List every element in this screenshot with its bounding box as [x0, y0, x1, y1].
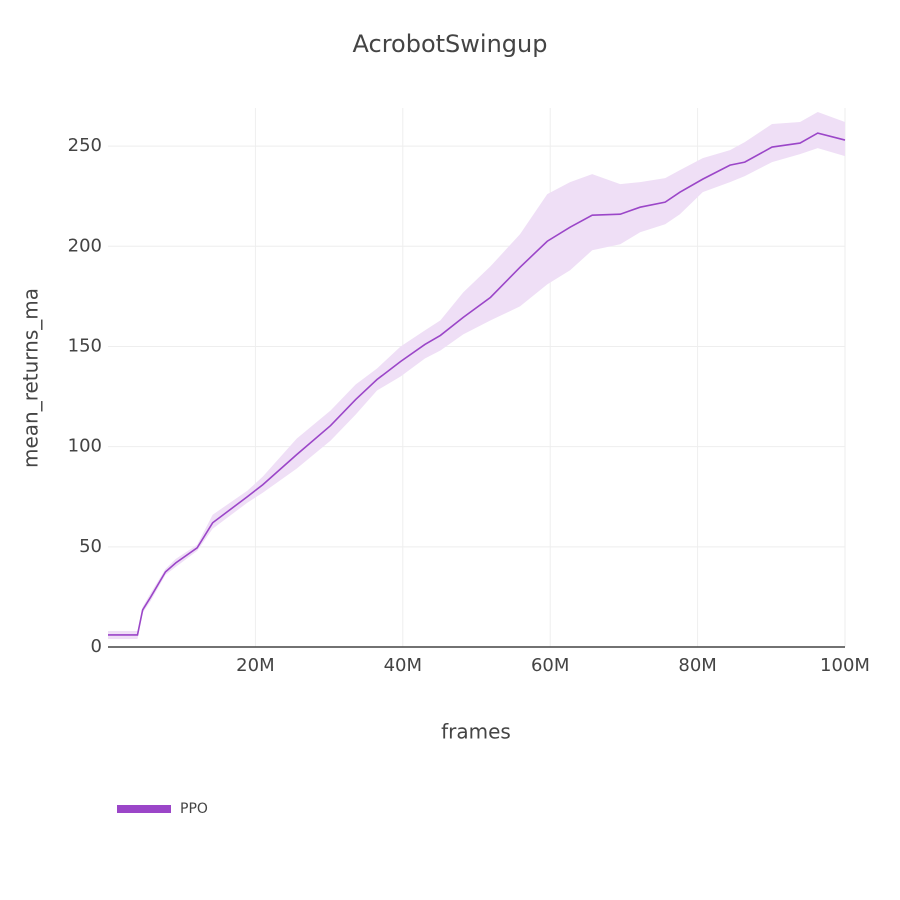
legend-swatch: [117, 805, 171, 813]
line: [108, 132, 846, 636]
legend-label: PPO: [180, 801, 208, 817]
x-tick-label: 80M: [678, 655, 716, 676]
band: [108, 112, 845, 639]
chart-title: AcrobotSwingup: [353, 30, 548, 58]
y-tick-label: 150: [68, 335, 102, 356]
x-tick-label: 20M: [236, 655, 274, 676]
x-tick-label: 40M: [384, 655, 422, 676]
x-axis-title: frames: [441, 720, 511, 744]
y-axis-title: mean_returns_ma: [19, 288, 43, 468]
y-tick-label: 100: [68, 436, 102, 457]
y-tick-label: 50: [79, 536, 102, 557]
x-tick-label: 60M: [531, 655, 569, 676]
x-tick-label: 100M: [820, 655, 870, 676]
y-tick-label: 0: [91, 636, 102, 657]
y-tick-label: 200: [68, 235, 102, 256]
y-tick-label: 250: [68, 135, 102, 156]
